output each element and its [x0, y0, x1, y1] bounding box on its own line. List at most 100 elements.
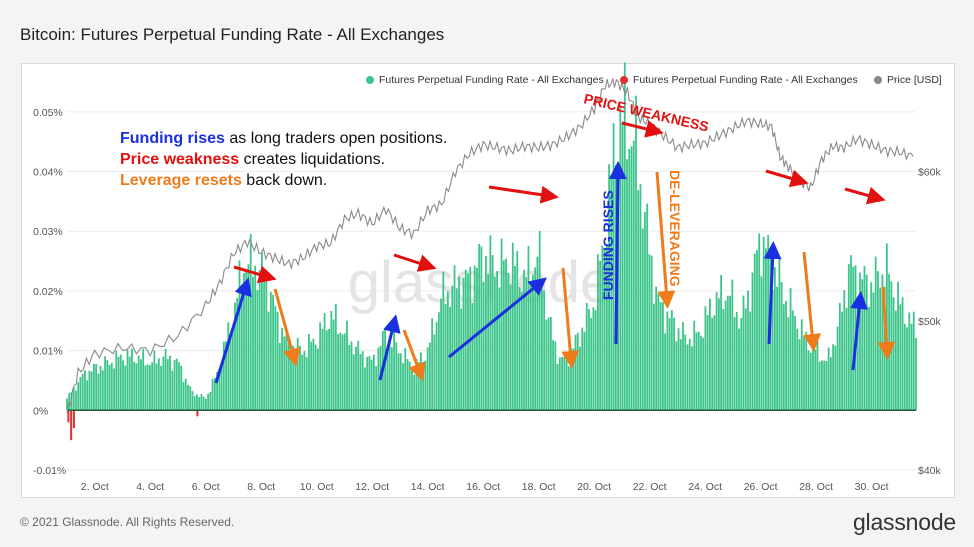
y-left-tick-label: -0.01% [33, 465, 66, 477]
funding-bar [140, 359, 142, 411]
funding-bar [191, 391, 194, 411]
funding-bar [337, 333, 339, 411]
funding-bar [715, 292, 718, 411]
funding-bar [859, 272, 861, 411]
funding-bar [256, 290, 259, 411]
funding-bar [704, 306, 707, 411]
funding-bar [809, 352, 812, 411]
funding-bar [390, 347, 393, 411]
funding-bar [552, 340, 555, 411]
funding-bar [451, 285, 454, 411]
chart-title: Bitcoin: Futures Perpetual Funding Rate … [20, 25, 445, 44]
legend-dot-green-icon [366, 76, 374, 84]
funding-bar [888, 273, 891, 411]
funding-bar [713, 315, 716, 411]
funding-bar [290, 355, 292, 411]
blue-arrow [850, 291, 869, 371]
funding-bar [556, 363, 559, 411]
funding-bar [471, 302, 474, 411]
funding-bar [558, 357, 561, 411]
funding-bar [581, 327, 584, 411]
funding-bar [234, 302, 236, 411]
funding-bar-negative [70, 410, 73, 441]
legend-item-price[interactable]: Price [USD] [874, 74, 942, 86]
funding-bar [115, 350, 118, 411]
funding-bar [915, 337, 917, 411]
funding-bar [529, 285, 532, 411]
funding-bar [272, 294, 274, 411]
funding-bar [122, 360, 124, 411]
funding-bar [605, 246, 608, 411]
funding-bar [386, 346, 389, 411]
funding-bar [803, 336, 805, 411]
funding-bar [157, 358, 160, 411]
funding-bar [762, 236, 765, 411]
funding-bar [245, 270, 248, 411]
orange-arrow [655, 171, 676, 309]
funding-bar [630, 146, 633, 411]
legend-item-funding-negative[interactable]: Futures Perpetual Funding Rate - All Exc… [620, 74, 858, 86]
funding-bar [319, 322, 322, 411]
funding-bar [906, 327, 908, 411]
funding-bar [549, 317, 552, 411]
funding-bar [688, 338, 691, 411]
funding-bar [899, 304, 902, 411]
note-line-leverage: Leverage resets back down. [120, 170, 447, 191]
legend-label: Futures Perpetual Funding Rate - All Exc… [379, 74, 604, 86]
funding-bar [612, 123, 615, 411]
funding-bar [209, 391, 212, 411]
funding-bar [845, 307, 848, 411]
funding-bar [646, 203, 649, 411]
funding-bar [330, 311, 333, 411]
funding-bar [415, 358, 418, 411]
funding-bar [366, 356, 369, 411]
funding-bar [514, 266, 516, 411]
funding-bar [180, 365, 183, 411]
funding-bar [608, 164, 611, 411]
funding-bar [104, 356, 106, 411]
funding-bar [323, 313, 326, 411]
funding-bar [684, 334, 687, 411]
legend-item-funding-positive[interactable]: Futures Perpetual Funding Rate - All Exc… [366, 74, 604, 86]
funding-bar [818, 361, 821, 411]
funding-bar [527, 245, 530, 411]
funding-bar [133, 361, 136, 411]
funding-bar [673, 317, 675, 411]
funding-bar [328, 329, 330, 411]
funding-bar [321, 328, 324, 411]
funding-bar [153, 350, 156, 411]
funding-bar [375, 366, 378, 411]
funding-bar [198, 397, 201, 411]
funding-bar [211, 378, 214, 411]
funding-bar [735, 312, 738, 411]
funding-bar [532, 274, 534, 411]
red-arrow [393, 253, 437, 272]
funding-bar [254, 265, 257, 411]
funding-bar [350, 341, 353, 411]
x-tick-label: 12. Oct [355, 481, 389, 493]
annotation-note-box: Funding rises as long traders open posit… [120, 128, 447, 191]
brand-logo: glassnode [852, 509, 956, 535]
funding-bar [659, 302, 662, 411]
funding-bar [693, 320, 696, 411]
funding-bar [765, 248, 767, 411]
x-tick-label: 28. Oct [799, 481, 833, 493]
funding-bar [776, 286, 779, 411]
funding-bar [106, 360, 109, 411]
funding-bar [908, 312, 911, 411]
funding-bar [222, 341, 225, 411]
funding-bar [348, 344, 351, 411]
funding-bar [903, 323, 906, 411]
funding-bar [476, 267, 478, 411]
funding-bar [574, 334, 577, 411]
funding-bar [417, 362, 420, 411]
y-left-tick-label: 0.02% [33, 286, 63, 298]
funding-bar [431, 318, 434, 411]
funding-bar [722, 309, 725, 411]
funding-bar [729, 295, 731, 411]
funding-bar [648, 254, 651, 411]
funding-bar [258, 270, 261, 411]
funding-bar [850, 255, 852, 411]
funding-bar [493, 276, 496, 411]
funding-bar [202, 396, 205, 411]
